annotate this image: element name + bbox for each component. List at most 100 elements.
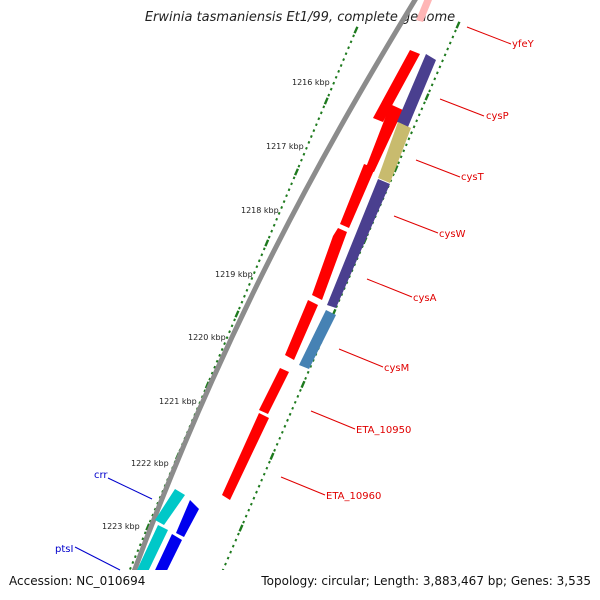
scale-minor-dot — [262, 472, 266, 476]
scale-minor-dot — [428, 89, 432, 93]
gene-arrow-cyst-rev — [378, 122, 411, 183]
scale-minor-dot — [225, 336, 229, 340]
gene-arrow-cysa — [312, 228, 347, 300]
scale-minor-dot — [288, 412, 292, 416]
gene-arrow-cysm — [285, 300, 318, 360]
scale-minor-dot — [217, 581, 218, 583]
gene-arrow-cysw — [340, 164, 375, 228]
scale-minor-dot — [255, 490, 258, 494]
map-title: Erwinia tasmaniensis Et1/99, complete ge… — [144, 10, 456, 25]
scale-minor-dot — [141, 537, 145, 541]
scale-minor-dot — [242, 520, 246, 524]
scale-minor-dot — [236, 532, 240, 536]
scale-minor-dot — [267, 460, 271, 464]
scale-minor-dot — [228, 330, 231, 334]
gene-arrow-crr-blue — [176, 500, 199, 537]
scale-minor-dot — [148, 519, 152, 523]
scale-major-tick — [353, 26, 359, 34]
scale-major-tick — [264, 239, 270, 247]
scale-minor-dot — [270, 229, 274, 233]
scale-minor-dot — [391, 173, 395, 177]
scale-minor-dot — [210, 371, 214, 375]
scale-minor-dot — [344, 52, 348, 56]
scale-minor-dot — [280, 206, 284, 209]
scale-minor-dot — [339, 64, 343, 67]
scale-minor-dot — [451, 35, 455, 39]
scale-minor-dot — [249, 502, 253, 506]
scale-minor-dot — [305, 146, 308, 150]
scale-minor-dot — [260, 478, 264, 482]
gene-label: ptsI — [55, 544, 73, 555]
gene-arrow-cysp — [373, 50, 420, 122]
gene-label: yfeY — [512, 39, 535, 50]
scale-major-tick — [300, 380, 306, 389]
scale-minor-dot — [314, 123, 318, 127]
scale-major-tick — [234, 310, 240, 318]
scale-minor-dot — [334, 75, 338, 79]
scale-minor-dot — [280, 430, 284, 434]
scale-minor-dot — [448, 41, 452, 45]
scale-minor-dot — [306, 370, 310, 374]
scale-minor-dot — [275, 442, 279, 446]
scale-minor-dot — [453, 29, 457, 33]
gene-label: ETA_10960 — [326, 491, 381, 502]
scale-minor-dot — [347, 46, 350, 50]
scale-major-tick — [269, 452, 275, 460]
scale-minor-dot — [287, 188, 291, 192]
scale-minor-dot — [215, 359, 219, 363]
gene-label: cysT — [461, 172, 485, 183]
scale-minor-dot — [399, 155, 403, 159]
scale-major-tick — [238, 524, 244, 532]
scale-minor-dot — [304, 376, 308, 380]
scale-minor-dot — [221, 568, 225, 570]
scale-label: 1219 kbp — [215, 270, 253, 279]
scale-minor-dot — [319, 111, 323, 115]
scale-minor-dot — [282, 200, 286, 204]
gene-arrow-cysm-rev — [299, 310, 336, 369]
scale-minor-dot — [247, 282, 251, 286]
scale-minor-dot — [244, 514, 248, 518]
scale-minor-dot — [138, 543, 142, 547]
scale-minor-dot — [430, 83, 434, 87]
gene-label-group: yfeY cysP cysT cysW cysA cysM ETA_10950 … — [55, 39, 535, 555]
scale-minor-dot — [420, 107, 424, 111]
gene-label: crr — [94, 470, 108, 481]
scale-minor-dot — [404, 143, 408, 147]
scale-label: 1220 kbp — [188, 333, 226, 342]
gene-arrow-ptsi-blue — [155, 534, 182, 570]
scale-minor-dot — [218, 353, 222, 357]
scale-minor-dot — [245, 288, 249, 292]
scale-minor-dot — [247, 508, 251, 512]
scale-minor-dot — [250, 277, 254, 280]
scale-minor-dot — [131, 561, 135, 564]
scale-major-tick — [117, 595, 120, 600]
scale-minor-dot — [307, 140, 311, 144]
scale-minor-dot — [223, 342, 227, 346]
scale-label: 1223 kbp — [102, 522, 140, 531]
scale-minor-dot — [438, 65, 442, 69]
scale-minor-dot — [322, 105, 326, 109]
scale-minor-dot — [407, 137, 411, 141]
accession-text: Accession: NC_010694 — [9, 574, 146, 588]
scale-major-tick — [204, 381, 210, 389]
topology-text: Topology: circular; Length: 3,883,467 bp… — [261, 574, 591, 588]
scale-label: 1221 kbp — [159, 397, 197, 406]
scale-minor-dot — [133, 555, 137, 559]
scale-minor-dot — [273, 448, 277, 452]
scale-minor-dot — [128, 566, 132, 570]
scale-minor-dot — [277, 211, 281, 215]
gene-arrow-cysw-rev — [327, 179, 390, 308]
scale-minor-dot — [265, 466, 269, 470]
scale-minor-dot — [252, 496, 256, 500]
scale-minor-dot — [317, 117, 321, 121]
scale-minor-dot — [208, 377, 212, 381]
label-leaders — [74, 26, 512, 571]
scale-minor-dot — [292, 176, 296, 180]
scale-minor-dot — [275, 217, 279, 221]
scale-minor-dot — [231, 544, 235, 548]
gene-arrow-crr — [155, 489, 185, 525]
scale-major-tick — [393, 165, 399, 173]
scale-minor-dot — [238, 306, 241, 310]
gene-arrow-ptsi — [137, 525, 168, 570]
